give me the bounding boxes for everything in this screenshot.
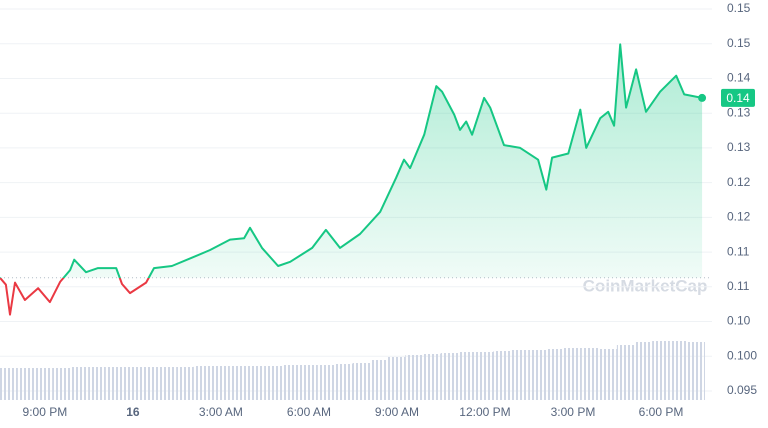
- y-tick-label: 0.15: [727, 1, 751, 15]
- volume-bar: [564, 348, 582, 400]
- volume-bar: [176, 367, 194, 400]
- volume-bar: [669, 341, 688, 400]
- y-tick-label: 0.14: [727, 71, 751, 85]
- volume-bar: [193, 366, 212, 400]
- volume-bar: [70, 367, 89, 400]
- price-badge: [721, 88, 755, 107]
- y-tick-label: 0.10: [727, 314, 751, 328]
- volume-bar: [105, 367, 124, 400]
- last-point: [698, 93, 707, 102]
- x-tick-label: 9:00 AM: [375, 405, 419, 419]
- volume-bar: [264, 366, 282, 400]
- volume-bar: [0, 368, 18, 400]
- volume-bar: [352, 363, 371, 400]
- volume-bar: [246, 366, 265, 400]
- volume-bar: [616, 345, 635, 400]
- volume-bar: [652, 341, 670, 400]
- volume-bar: [634, 342, 653, 400]
- volume-bar: [17, 368, 36, 400]
- x-tick-label: 16: [126, 405, 140, 419]
- volume-bar: [475, 352, 494, 400]
- volume-bar: [599, 349, 617, 400]
- y-tick-label: 0.15: [727, 36, 751, 50]
- volume-bar: [52, 368, 71, 400]
- volume-bar: [511, 350, 529, 400]
- volume-bar: [141, 367, 159, 400]
- volume-bar: [440, 353, 459, 400]
- x-tick-label: 3:00 PM: [551, 405, 596, 419]
- volume-bar: [211, 366, 230, 400]
- volume-bar: [88, 367, 106, 400]
- volume-bar: [229, 366, 247, 400]
- y-tick-label: 0.11: [727, 244, 750, 258]
- volume-bar: [581, 348, 600, 400]
- volume-bar: [546, 349, 564, 400]
- x-tick-label: 12:00 PM: [459, 405, 510, 419]
- volume-bar: [370, 360, 388, 400]
- watermark: CoinMarketCap: [583, 276, 708, 295]
- volume-bar: [123, 367, 141, 400]
- volume-bar: [387, 357, 406, 400]
- y-tick-label: 0.100: [727, 348, 757, 362]
- y-tick-label: 0.11: [727, 279, 750, 293]
- y-tick-label: 0.12: [727, 175, 751, 189]
- volume-bar: [334, 364, 353, 400]
- volume-bar: [423, 354, 441, 400]
- volume-bar: [493, 351, 512, 400]
- y-tick-label: 0.095: [727, 383, 757, 397]
- price-area: [63, 44, 703, 278]
- volume-bar: [528, 350, 547, 400]
- volume-bar: [317, 365, 335, 400]
- volume-bar: [299, 365, 318, 400]
- volume-bar: [405, 355, 423, 400]
- x-tick-label: 6:00 AM: [287, 405, 331, 419]
- price-line: [0, 43, 703, 316]
- volume-bar: [687, 342, 705, 400]
- y-tick-label: 0.13: [727, 140, 751, 154]
- x-tick-label: 3:00 AM: [199, 405, 243, 419]
- volume-bar: [458, 352, 476, 400]
- y-tick-label: 0.13: [727, 105, 751, 119]
- price-badge-label: 0.14: [726, 91, 750, 105]
- x-tick-label: 9:00 PM: [23, 405, 68, 419]
- y-tick-label: 0.12: [727, 210, 751, 224]
- volume-bar: [158, 367, 177, 400]
- x-tick-label: 6:00 PM: [639, 405, 684, 419]
- volume-bar: [35, 368, 53, 400]
- volume-bar: [282, 365, 300, 400]
